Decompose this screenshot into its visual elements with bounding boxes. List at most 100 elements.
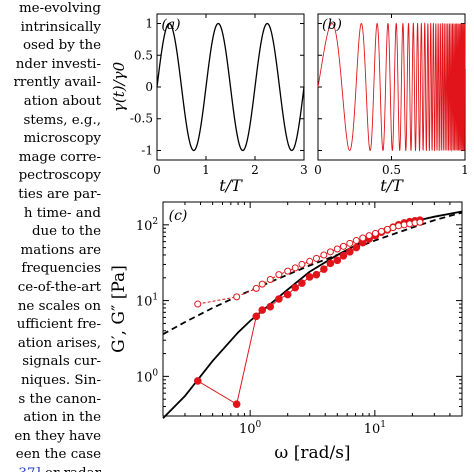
citation-link[interactable]: 37] — [18, 466, 40, 472]
text-line: niques. Sin- — [20, 373, 101, 388]
text-line: pectroscopy — [18, 168, 101, 184]
data-connector-line — [197, 219, 421, 405]
data-point-filled — [352, 243, 361, 252]
x-tick-label: 1 — [202, 163, 210, 177]
text-line: frequencies — [21, 261, 101, 277]
data-point-open — [306, 257, 314, 265]
text-line: 37] or radar — [18, 467, 101, 472]
panel-b-series-line — [317, 21, 466, 152]
panel-b-label: (b) — [322, 17, 342, 33]
data-point-filled — [346, 248, 354, 256]
text-line: osed by the — [22, 38, 101, 54]
data-point-filled — [258, 306, 267, 314]
data-point-open — [258, 280, 266, 288]
data-point-filled — [298, 279, 306, 287]
text-line: ation arises, — [17, 335, 101, 351]
text-line: s the canon- — [18, 391, 101, 407]
y-tick-label: 100 — [136, 368, 159, 385]
x-tick-label: 3 — [300, 163, 308, 177]
data-point-filled — [326, 259, 335, 268]
data-point-open — [233, 293, 241, 301]
x-tick-label: 2 — [251, 163, 259, 177]
data-point-open — [252, 284, 260, 292]
panel-c-frame — [162, 201, 463, 417]
panel-c-xlabel: ω [rad/s] — [274, 443, 350, 463]
text-line: en they have — [14, 428, 101, 444]
text-line: ation in the — [23, 410, 101, 426]
panel-a-label: (a) — [161, 17, 180, 33]
data-point-open — [359, 234, 367, 242]
text-line: h time- and — [23, 205, 101, 221]
panel-a-ylabel: γ(t)/γ0 — [110, 61, 128, 112]
text-line: ufficient fre- — [16, 317, 101, 333]
y-tick-label: 0 — [145, 80, 153, 94]
data-point-filled — [291, 283, 300, 292]
y-tick-label: 1 — [145, 17, 153, 31]
data-point-filled — [320, 265, 328, 273]
data-point-open — [312, 254, 320, 262]
data-point-open — [266, 275, 274, 283]
x-tick-label: 0 — [314, 163, 322, 177]
x-tick-label: 0 — [153, 163, 161, 177]
data-point-filled — [266, 302, 275, 311]
data-point-open — [365, 232, 373, 240]
panel-c-ylabel: G′, G″ [Pa] — [109, 265, 129, 353]
data-point-open — [326, 248, 334, 256]
text-line: signals cur- — [22, 354, 101, 370]
text-line: stems, e.g., — [23, 112, 101, 128]
text-line: een the case — [15, 447, 101, 463]
paper-text-column: me-evolving intrinsically osed by the nder … — [0, 0, 103, 472]
text-line: nder investi- — [15, 56, 101, 72]
data-point-open — [320, 251, 328, 259]
text-line: mage corre- — [18, 149, 101, 165]
text-fragment: or radar — [41, 466, 101, 472]
y-tick-label: 101 — [136, 293, 158, 310]
data-point-open — [371, 229, 379, 237]
data-point-open — [333, 245, 341, 253]
data-connector-line — [197, 221, 421, 305]
y-tick-label: -1 — [141, 143, 153, 157]
text-line: ne scales on — [17, 298, 101, 314]
data-point-open — [284, 267, 292, 275]
text-line: due to the — [31, 224, 101, 240]
data-point-filled — [252, 312, 261, 321]
data-point-open — [377, 227, 385, 235]
text-line: microscopy — [23, 131, 101, 147]
panel-a-xlabel: t/T — [219, 176, 243, 195]
panel-a-series-line — [156, 22, 305, 152]
x-tick-label: 1 — [461, 163, 469, 177]
data-point-open — [383, 225, 391, 233]
x-tick-label: 0.5 — [382, 163, 401, 177]
x-tick-label: 100 — [239, 420, 262, 437]
text-line: ce-of-the-art — [17, 280, 101, 295]
data-point-open — [291, 264, 299, 272]
data-point-open — [346, 239, 354, 247]
y-tick-label: 0.5 — [134, 48, 153, 62]
data-point-open — [275, 271, 283, 279]
data-point-filled — [339, 252, 348, 260]
panel-b-xlabel: t/T — [380, 176, 404, 195]
model-dashed-line — [162, 211, 463, 336]
data-point-open — [339, 242, 347, 250]
text-line: mations are — [20, 242, 101, 258]
data-point-filled — [312, 270, 321, 279]
text-line: rrently avail- — [13, 75, 101, 91]
data-point-filled — [283, 290, 292, 299]
text-line: ation about — [23, 94, 101, 109]
panel-c-label: (c) — [169, 208, 188, 224]
y-tick-label: 102 — [136, 217, 158, 234]
data-point-open — [416, 218, 424, 226]
x-tick-label: 101 — [364, 420, 386, 437]
data-point-open — [194, 300, 202, 308]
text-line: me-evolving — [18, 1, 101, 16]
data-point-filled — [333, 256, 342, 265]
text-line: intrinsically — [20, 19, 101, 35]
data-point-filled — [305, 273, 314, 281]
data-point-filled — [275, 295, 283, 303]
y-tick-label: -0.5 — [130, 112, 153, 126]
data-point-filled — [193, 377, 202, 385]
data-point-filled — [232, 400, 241, 408]
text-line: ties are par- — [18, 187, 101, 202]
data-point-open — [298, 260, 306, 268]
